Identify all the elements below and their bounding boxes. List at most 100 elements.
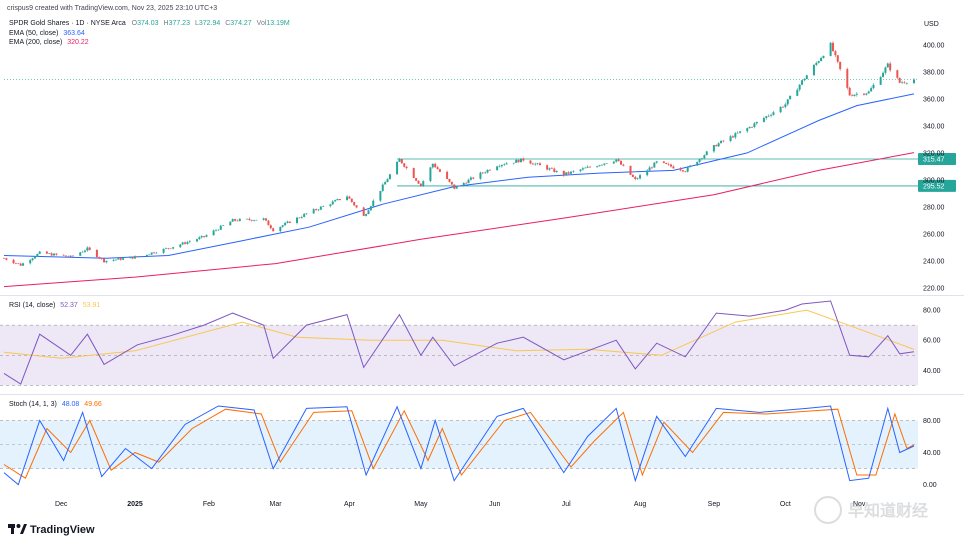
candle [562,170,565,177]
candle-body [22,263,25,266]
candle [231,218,234,222]
candle-body [622,164,625,166]
candle-body [431,163,434,168]
candle [896,69,899,80]
candle [195,238,198,243]
candle-body [884,67,887,73]
time-tick-label: Mar [270,501,283,508]
candle [155,251,158,254]
candle-body [434,163,437,168]
candle-body [19,263,22,266]
candle [403,162,406,168]
candle-body [234,219,237,221]
candle-body [686,167,689,172]
price-tick-label: 340.00 [923,123,945,130]
candle [605,163,608,165]
candle-body [589,166,592,168]
candle-body [36,253,39,257]
candle [772,110,775,116]
candle [901,80,904,85]
candle-body [105,260,108,263]
candle [200,235,203,239]
candle [567,170,570,176]
candle [853,94,856,97]
candle-body [369,206,372,211]
candle-body [79,252,82,256]
candle [753,121,756,129]
candle-body [801,80,804,85]
candle-body [62,254,65,256]
candle-body [746,128,749,132]
candle-body [222,225,225,226]
ohlc-o-label: O [132,20,138,27]
candle [14,262,17,265]
stoch-axis: 0.00 40.00 80.00 [923,418,941,489]
candle-body [400,159,403,164]
candle-body [472,177,475,179]
candle-body [772,112,775,115]
candle [455,185,458,189]
tradingview-logo-text: TradingView [30,524,95,536]
candle-body [384,182,387,185]
candle [731,134,734,138]
candle-body [398,159,401,162]
candle [500,164,503,168]
candle-body [95,249,98,257]
candle [131,256,134,260]
candle-body [817,61,820,63]
candle [905,82,908,85]
candle [367,209,370,215]
candle-body [279,226,282,232]
candle-body [148,254,151,256]
candle-body [467,179,470,184]
ema50-value: 363.64 [63,30,85,37]
candle [686,166,689,173]
candle-body [579,169,582,172]
candle-body [81,251,84,253]
candle-body [722,140,725,142]
candle [670,163,673,168]
ema200-value: 320.22 [67,39,89,46]
stoch-tick-label: 40.00 [923,450,941,457]
candle [801,80,804,86]
candle-body [296,217,299,223]
candle [38,250,41,255]
candle [81,250,84,253]
candle-body [784,104,787,108]
candle-body [453,184,456,189]
rsi-tick-label: 60.00 [923,338,941,345]
watermark-icon [814,496,842,524]
candle [696,161,699,166]
candle-body [581,168,584,170]
candle-body [122,258,125,260]
candle-body [648,167,651,171]
candle-body [238,218,241,221]
candle-body [855,93,858,95]
candle-body [596,166,599,168]
candle-body [736,132,739,134]
candle [600,164,603,167]
time-tick-label: Nov [853,501,866,508]
candle [820,56,823,62]
candle-body [636,178,639,180]
candle-body [69,255,72,257]
candle-body [186,242,189,244]
candle-body [446,171,449,179]
time-tick-label: Jul [562,501,571,508]
candle [767,114,770,118]
candle [284,221,287,226]
candle-body [269,225,272,229]
candle [846,67,849,90]
candle [555,170,558,173]
candle-body [33,256,36,259]
svg-text:SPDR Gold Shares · 1D · NYSE A: SPDR Gold Shares · 1D · NYSE Arca O374.0… [9,20,290,27]
candle-body [822,55,825,58]
candle-body [164,248,167,249]
candle-body [448,178,451,182]
candle-body [670,164,673,167]
volume-label: Vol [257,20,267,27]
candle [488,169,491,171]
candle [498,164,501,168]
candle [312,208,315,214]
candle-body [517,159,520,163]
